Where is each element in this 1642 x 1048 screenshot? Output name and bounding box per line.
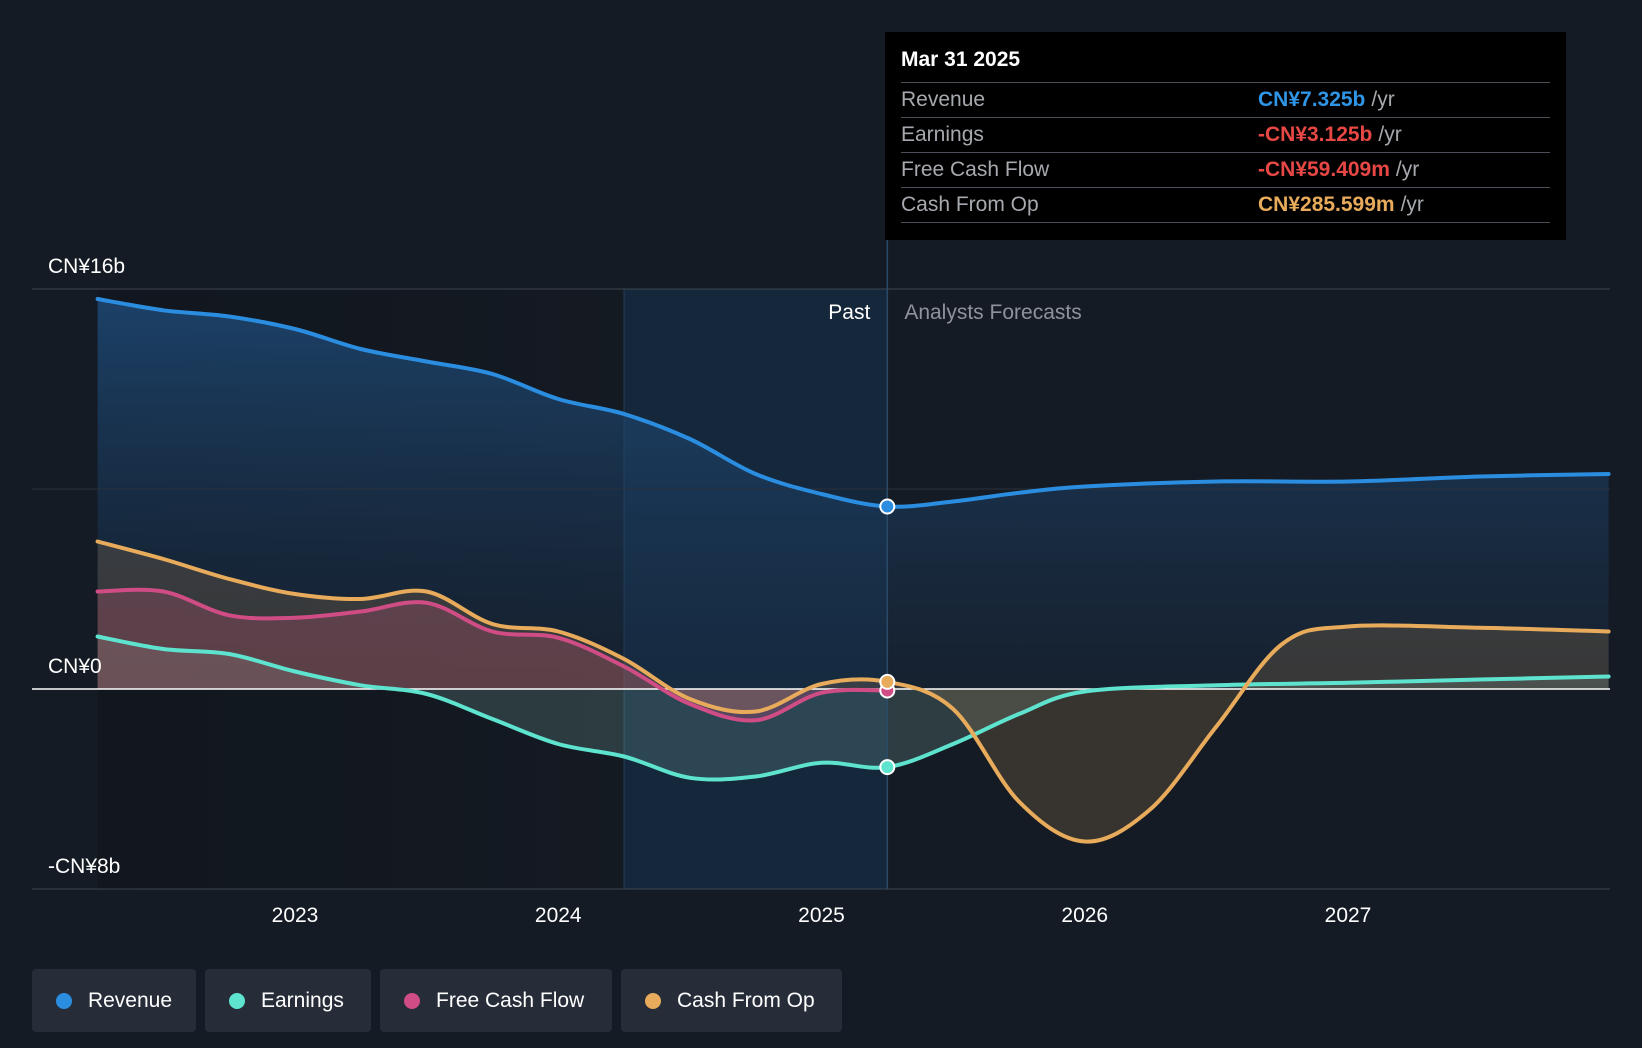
tooltip-value: -CN¥59.409m [1258,158,1390,181]
legend-item-earnings[interactable]: Earnings [205,969,371,1032]
earnings-marker [879,759,896,776]
y-label-bottom: -CN¥8b [48,855,120,878]
y-label-zero: CN¥0 [48,655,102,678]
free-cash-flow-area [97,589,888,721]
tooltip-unit: /yr [1371,88,1395,111]
revenue-dot-icon [56,992,72,1009]
revenue-area [97,299,1609,689]
x-tick-label: 2023 [272,904,319,927]
cash-from-op-marker [879,673,896,690]
tooltip-unit: /yr [1400,193,1424,216]
y-label-top: CN¥16b [48,255,125,278]
legend-label: Free Cash Flow [436,988,585,1012]
forecast-label: Analysts Forecasts [904,301,1081,324]
x-tick-label: 2025 [798,904,845,927]
tooltip-value: -CN¥3.125b [1258,123,1373,146]
earnings-line [95,634,1611,782]
free-cash-flow-line [95,587,890,723]
tooltip-label: Free Cash Flow [901,158,1050,181]
legend-label: Cash From Op [677,988,815,1012]
tooltip-row-revenue: Revenue CN¥7.325b /yr [901,82,1550,117]
revenue-line [95,297,1611,509]
legend-label: Revenue [87,988,172,1012]
tooltip-unit: /yr [1378,123,1402,146]
cash-from-op-dot-icon [645,992,661,1009]
tooltip-row-free-cash-flow: Free Cash Flow -CN¥59.409m /yr [901,152,1550,187]
tooltip-value: CN¥285.599m [1258,193,1395,216]
x-tick-label: 2027 [1325,904,1372,927]
free-cash-flow-dot-icon [404,992,420,1009]
tooltip-label: Earnings [901,123,984,146]
cash-from-op-line [95,539,1611,844]
tooltip-row-earnings: Earnings -CN¥3.125b /yr [901,117,1550,152]
tooltip-row-cash-from-op: Cash From Op CN¥285.599m /yr [901,187,1550,223]
tooltip-date: Mar 31 2025 [901,48,1021,71]
x-tick-label: 2024 [535,904,582,927]
tooltip-label: Cash From Op [901,193,1039,216]
tooltip-value: CN¥7.325b [1258,88,1366,111]
financial-chart: CN¥16b CN¥0 -CN¥8b Past Analysts Forecasts 20… [32,240,1611,927]
legend-label: Earnings [261,988,344,1012]
earnings-area [97,636,1609,780]
legend: Revenue Earnings Free Cash Flow Cash Fro… [32,969,842,1032]
x-tick-label: 2026 [1061,904,1108,927]
legend-item-cash-from-op[interactable]: Cash From Op [621,969,842,1032]
tooltip: Mar 31 2025 Revenue CN¥7.325b /yr Earnin… [885,32,1566,240]
past-label: Past [828,301,870,324]
legend-item-revenue[interactable]: Revenue [32,969,196,1032]
tooltip-unit: /yr [1395,158,1420,181]
revenue-marker [879,498,896,515]
tooltip-label: Revenue [901,88,986,111]
legend-item-free-cash-flow[interactable]: Free Cash Flow [380,969,612,1032]
earnings-dot-icon [229,992,245,1009]
